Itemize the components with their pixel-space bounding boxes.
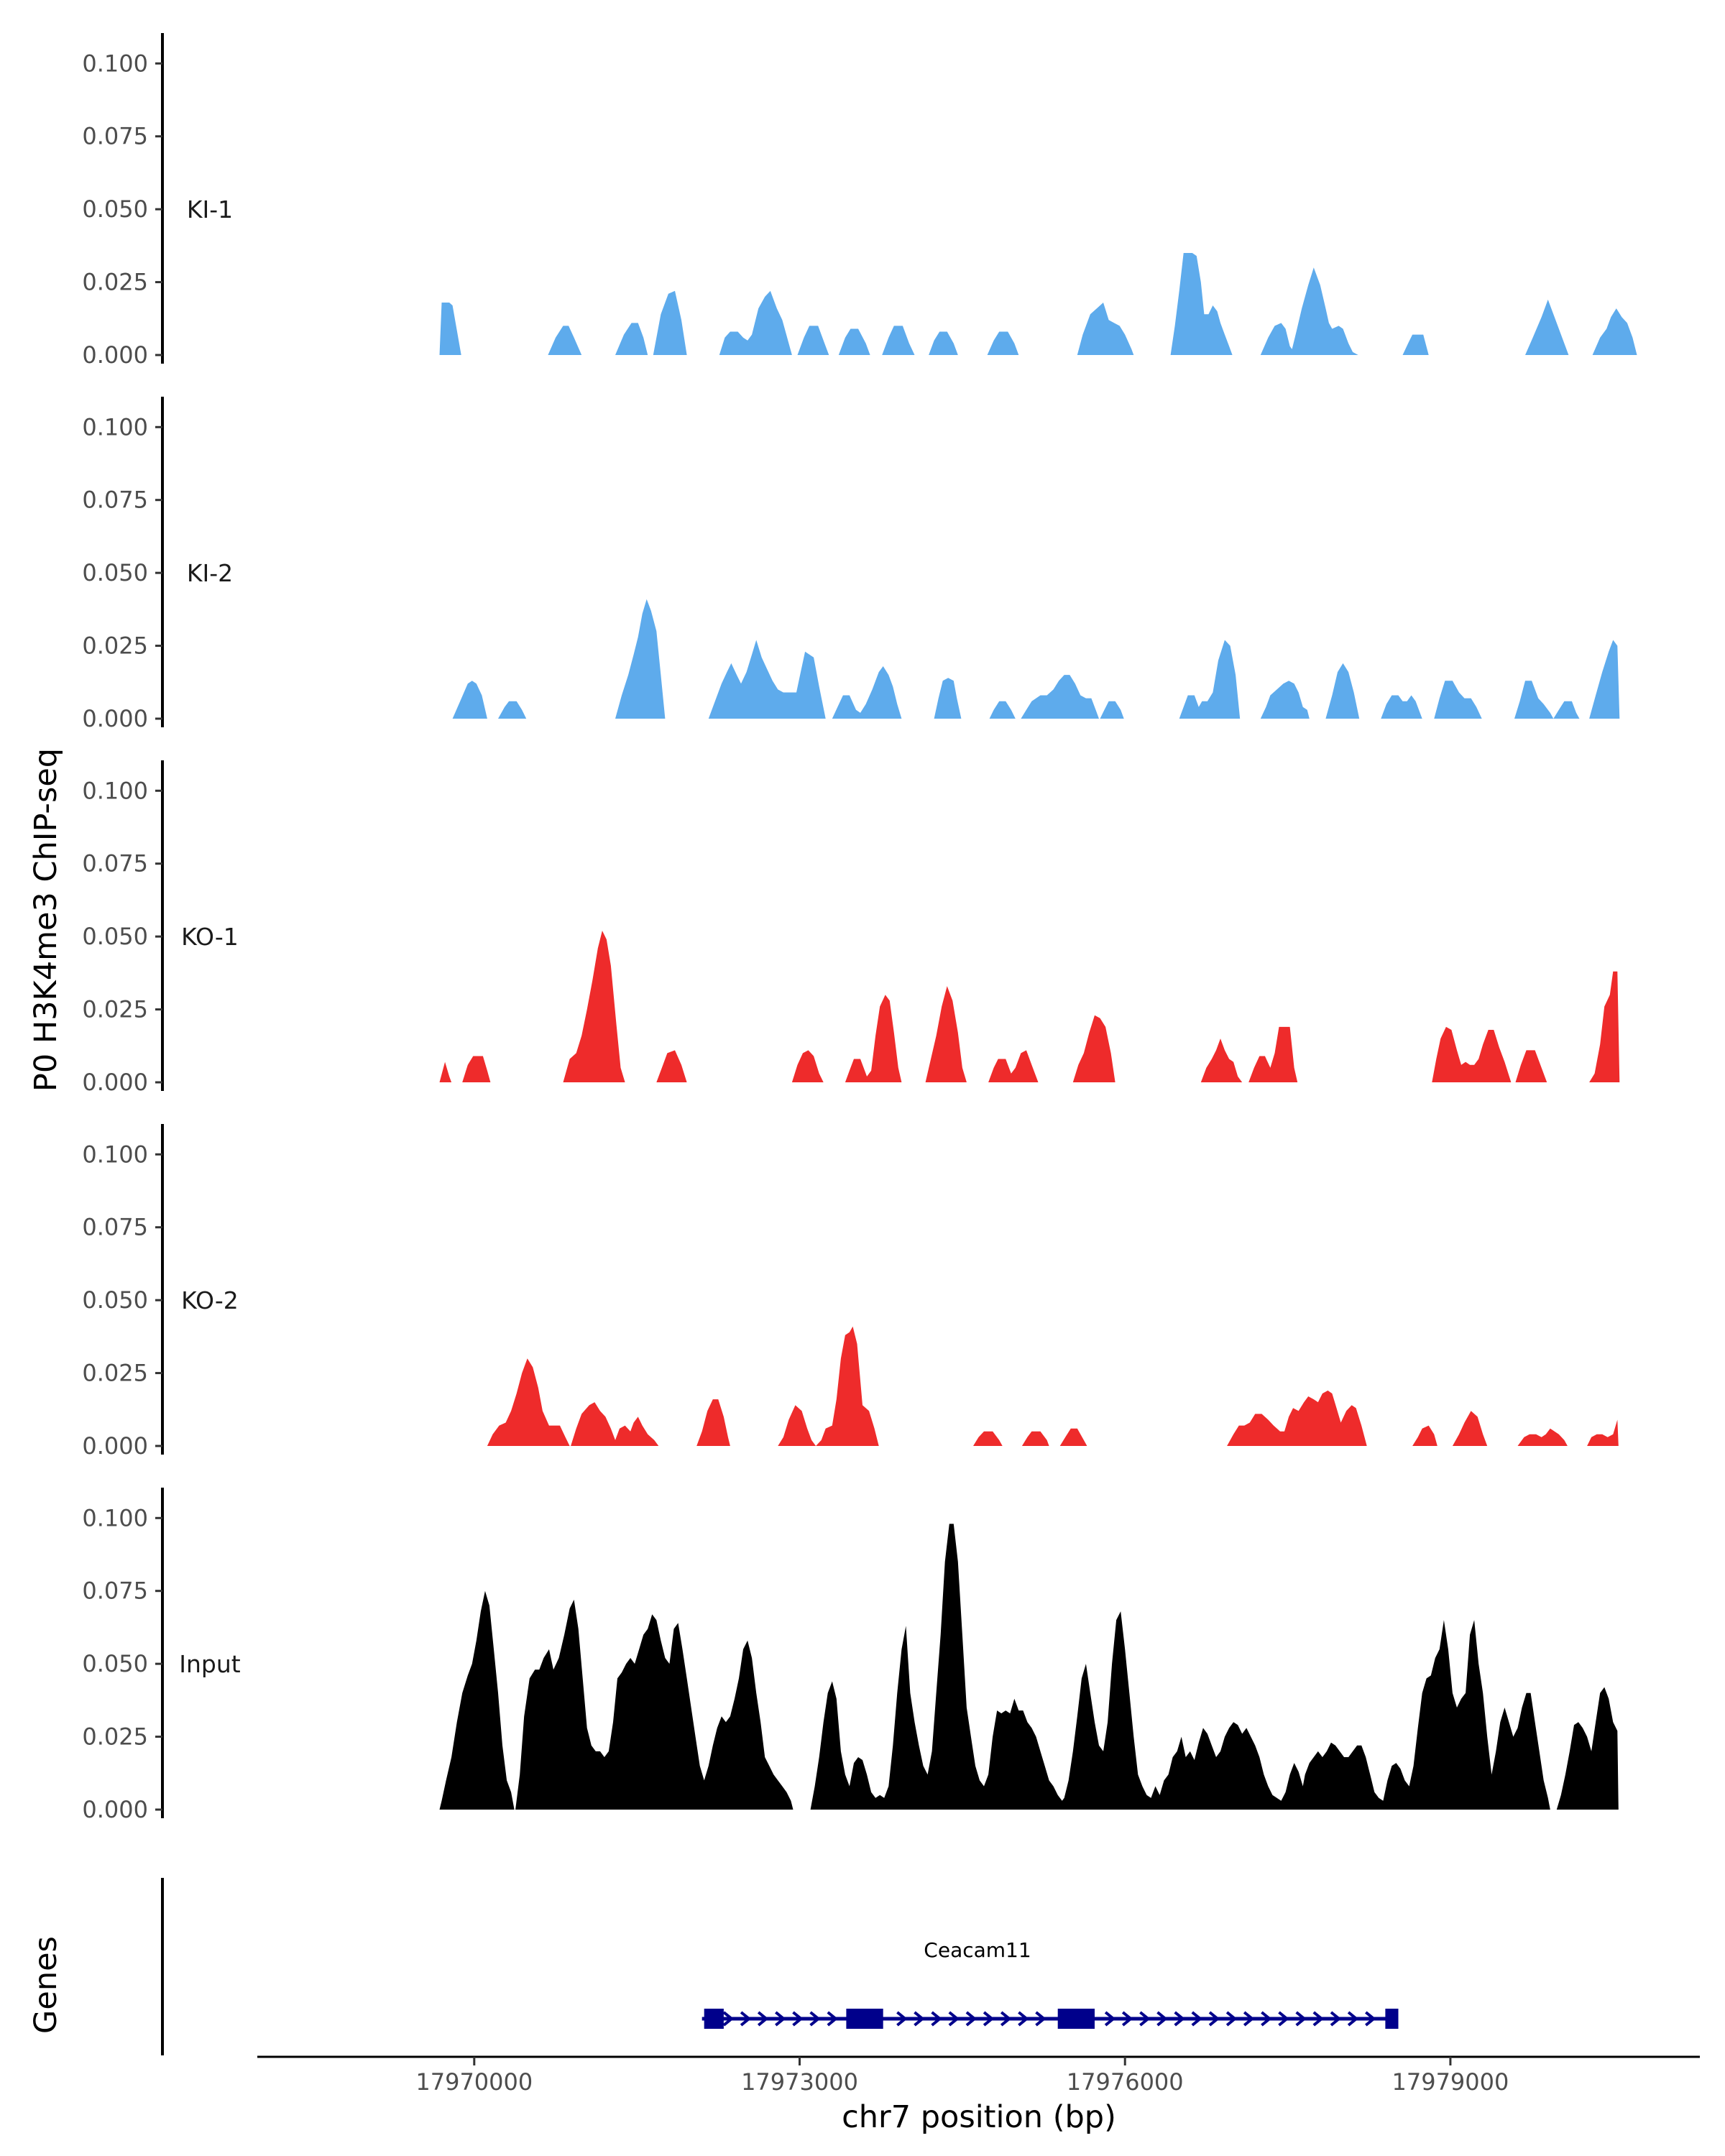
strand-chevron-24 [1243,2011,1255,2027]
y-tick-label-input-0: 0.000 [82,1796,148,1823]
strand-chevron-26 [1278,2011,1289,2027]
track-ki-2: 0.000 0.025 0.050 0.075 0.100 KI-2 [82,397,1620,732]
strand-chevron-6 [827,2011,838,2027]
signal-area-input [439,1524,1619,1810]
x-axis: chr7 position (bp) 17970000 17973000 17976… [257,2055,1700,2135]
gene-track: Genes Ceacam11 [28,1878,1399,2055]
strand-chevron-22 [1208,2011,1220,2027]
strand-chevron-0 [722,2011,735,2027]
gene-exon-3 [1385,2009,1399,2029]
strand-chevron-25 [1261,2011,1272,2027]
strand-chevron-23 [1225,2011,1238,2027]
track-ki-1: 0.000 0.025 0.050 0.075 0.100 KI-1 [82,33,1637,369]
strand-chevron-7 [896,2011,908,2027]
signal-area-ki-1 [439,253,1637,355]
strand-chevron-1 [740,2011,752,2027]
strand-chevron-12 [983,2011,995,2027]
strand-chevron-13 [1000,2011,1012,2027]
y-tick-label-ki-2-4: 0.100 [82,413,148,441]
strand-chevron-31 [1365,2011,1376,2027]
y-axis-title: P0 H3K4me3 ChIP-seq [28,748,64,1092]
strand-chevron-21 [1191,2011,1202,2027]
y-tick-label-ki-1-3: 0.075 [82,123,148,150]
track-label-input: Input [179,1650,241,1678]
y-tick-label-ko-2-2: 0.050 [82,1286,148,1314]
x-tick-label-1: 17973000 [741,2068,858,2096]
signal-area-ko-1 [439,931,1620,1082]
x-tick-label-3: 17979000 [1392,2068,1509,2096]
strand-chevron-9 [931,2011,942,2027]
y-tick-label-input-2: 0.050 [82,1650,148,1677]
strand-chevron-14 [1018,2011,1029,2027]
y-tick-label-input-1: 0.025 [82,1723,148,1751]
track-label-ko-2: KO-2 [181,1286,239,1314]
y-tick-label-ko-1-1: 0.025 [82,996,148,1023]
y-tick-label-ko-1-2: 0.050 [82,923,148,950]
strand-chevron-2 [757,2011,769,2027]
y-tick-label-ko-1-3: 0.075 [82,850,148,877]
y-tick-label-ki-1-0: 0.000 [82,341,148,369]
y-tick-label-ki-2-0: 0.000 [82,705,148,732]
strand-chevron-19 [1156,2011,1168,2027]
y-tick-label-ko-2-0: 0.000 [82,1432,148,1460]
signal-area-ko-2 [487,1326,1619,1446]
strand-chevron-30 [1347,2011,1359,2027]
strand-chevron-29 [1330,2011,1342,2027]
strand-chevron-10 [948,2011,960,2027]
y-tick-label-input-4: 0.100 [82,1504,148,1531]
y-tick-label-ki-1-1: 0.025 [82,269,148,296]
y-tick-label-ko-1-0: 0.000 [82,1069,148,1096]
y-tick-label-ko-2-4: 0.100 [82,1141,148,1168]
y-tick-label-ki-1-2: 0.050 [82,195,148,223]
track-ko-1: 0.000 0.025 0.050 0.075 0.100 KO-1 [82,760,1620,1096]
gene-exon-2 [1057,2009,1095,2029]
strand-chevron-18 [1139,2011,1151,2027]
track-label-ko-1: KO-1 [181,923,239,951]
x-tick-label-2: 17976000 [1067,2068,1184,2096]
y-tick-label-ki-2-3: 0.075 [82,487,148,514]
strand-chevron-16 [1104,2011,1116,2027]
y-tick-label-ki-1-4: 0.100 [82,50,148,77]
strand-chevron-17 [1121,2011,1133,2027]
y-tick-label-ko-1-4: 0.100 [82,777,148,804]
tracks-layer: 0.0000.0250.0500.0750.100KI-10.0000.0250… [82,33,1637,1823]
track-input: 0.000 0.025 0.050 0.075 0.100 Input [82,1488,1619,1823]
strand-chevron-15 [1035,2011,1046,2027]
x-axis-title: chr7 position (bp) [842,2099,1116,2135]
strand-chevron-3 [775,2011,786,2027]
strand-chevron-8 [914,2011,925,2027]
track-label-ki-2: KI-2 [187,559,233,587]
y-tick-label-input-3: 0.075 [82,1577,148,1605]
strand-chevron-5 [809,2011,821,2027]
strand-chevron-27 [1295,2011,1307,2027]
strand-chevron-4 [792,2011,804,2027]
x-tick-label-0: 17970000 [415,2068,533,2096]
strand-chevron-20 [1174,2011,1185,2027]
gene-track-label: Genes [28,1936,64,2034]
y-tick-label-ko-2-1: 0.025 [82,1360,148,1387]
track-ko-2: 0.000 0.025 0.050 0.075 0.100 KO-2 [82,1124,1619,1460]
y-tick-label-ki-2-1: 0.025 [82,632,148,660]
gene-name-label: Ceacam11 [924,1938,1031,1962]
y-tick-label-ki-2-2: 0.050 [82,559,148,586]
strand-chevron-11 [965,2011,978,2027]
gene-exon-1 [846,2009,883,2029]
track-label-ki-1: KI-1 [187,195,233,224]
signal-area-ki-2 [452,599,1620,719]
gene-exon-0 [704,2009,724,2029]
strand-chevron-28 [1312,2011,1324,2027]
y-tick-label-ko-2-3: 0.075 [82,1214,148,1241]
